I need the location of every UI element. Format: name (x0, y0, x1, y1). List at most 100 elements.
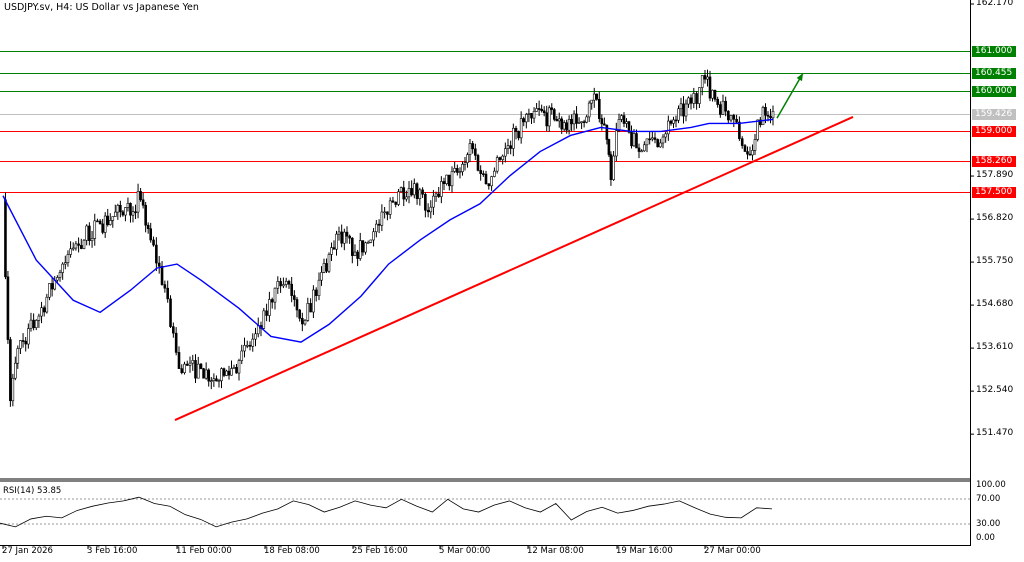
candle-body (708, 76, 712, 99)
time-tick: 5 Mar 00:00 (439, 546, 491, 556)
time-tick: 27 Mar 00:00 (704, 546, 761, 556)
candle-body (375, 223, 378, 233)
level-price-label: 161.000 (972, 45, 1016, 57)
candle-body (303, 320, 307, 325)
candle-body (450, 171, 454, 187)
candle-body (306, 303, 310, 321)
candle-body (501, 155, 504, 160)
candle-body (235, 367, 238, 374)
candle-body (713, 89, 717, 100)
candle-body (560, 118, 564, 130)
candle-body (380, 211, 384, 226)
candle-body (410, 188, 413, 196)
candle-body (215, 378, 218, 382)
time-tick: 11 Feb 00:00 (176, 546, 232, 556)
candle-body (625, 121, 628, 124)
candle-body (661, 136, 665, 144)
candle-body (592, 93, 596, 101)
candle-body (19, 340, 22, 349)
time-tick: 3 Feb 16:00 (87, 546, 138, 556)
candle-body (353, 251, 357, 256)
candle-body (582, 121, 586, 123)
candle-body (719, 104, 722, 115)
candle-body (79, 245, 83, 249)
candle-body (479, 170, 482, 174)
candle-body (609, 154, 613, 180)
candle-body (517, 131, 520, 139)
candle-body (358, 240, 362, 259)
moving-average-line[interactable] (2, 118, 774, 343)
candle-body (415, 183, 419, 200)
level-price-label: 160.455 (972, 67, 1016, 79)
candle-body (298, 309, 301, 319)
candle-body (595, 93, 599, 100)
candle-body (643, 144, 646, 152)
candle-body (659, 142, 662, 148)
candle-body (550, 107, 554, 110)
candle-body (721, 100, 725, 115)
candle-body (458, 171, 462, 173)
candle-body (391, 200, 395, 203)
candle-body (103, 215, 107, 233)
candle-body (330, 247, 333, 255)
candle-body (194, 360, 197, 379)
candle-body (397, 191, 400, 205)
candle-body (617, 119, 621, 132)
time-tick: 25 Feb 16:00 (352, 546, 408, 556)
candle-body (575, 113, 578, 124)
candle-body (372, 231, 375, 241)
candle-body (332, 247, 336, 250)
candle-body (335, 233, 338, 250)
ascending-trendline[interactable] (174, 116, 854, 421)
candle-body (570, 119, 573, 125)
candle-body (71, 247, 75, 250)
candle-body (405, 196, 408, 200)
candle-body (96, 220, 99, 223)
candle-body (640, 150, 643, 153)
candle-body (58, 272, 62, 278)
candle-body (532, 111, 536, 119)
candle-body (88, 225, 91, 241)
rsi-axis-30: 30.00 (976, 519, 1001, 529)
candle-body (463, 162, 467, 165)
candle-body (622, 115, 626, 124)
candle-body (24, 340, 28, 345)
candle-body (180, 368, 184, 373)
candle-body (740, 138, 744, 146)
candle-body (183, 363, 186, 373)
candle-body (29, 319, 33, 329)
candle-body (129, 202, 132, 216)
candle-body (735, 118, 738, 123)
price-tick: 156.820 (976, 213, 1014, 224)
candle-body (320, 272, 323, 281)
candle-body (131, 211, 135, 216)
candle-body (698, 87, 701, 104)
candle-body (461, 163, 464, 172)
price-tick: 162.170 (976, 0, 1014, 8)
candle-body (40, 307, 43, 317)
candle-body (217, 380, 221, 382)
candle-body (124, 207, 127, 216)
candle-body (426, 209, 430, 213)
projection-arrow[interactable] (776, 72, 804, 119)
candle-body (61, 263, 64, 273)
candle-body (230, 368, 233, 376)
candle-body (160, 265, 164, 285)
candle-body (386, 211, 389, 215)
candle-body (212, 378, 216, 381)
candle-body (522, 118, 526, 123)
price-tick: 151.470 (976, 428, 1014, 439)
candle-body (106, 215, 110, 225)
candle-body (684, 103, 688, 117)
time-tick: 18 Feb 08:00 (264, 546, 320, 556)
candle-body (399, 187, 403, 193)
candle-body (677, 108, 680, 121)
price-tick: 152.540 (976, 385, 1014, 396)
candle-body (537, 108, 541, 110)
rsi-axis-0: 0.00 (976, 533, 995, 543)
candle-body (603, 123, 606, 126)
candle-body (555, 119, 559, 122)
candle-body (149, 228, 153, 241)
candle-body (134, 211, 137, 214)
